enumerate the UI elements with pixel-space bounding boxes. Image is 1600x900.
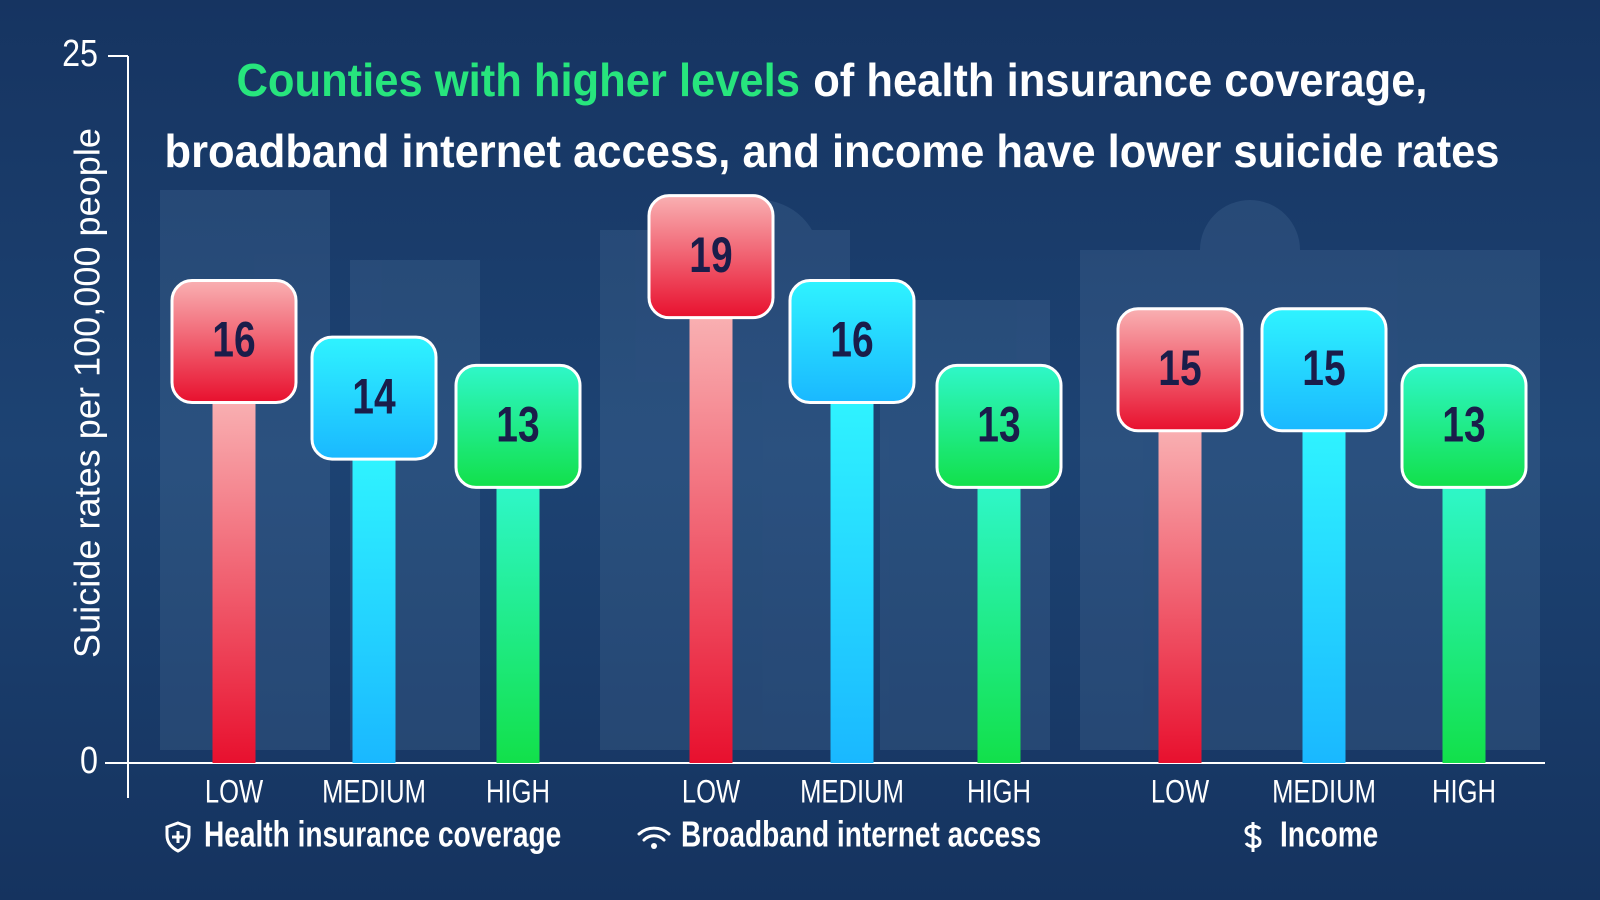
bar-head [647,194,775,320]
bar-head [310,335,438,461]
x-tick-label: HIGH [1432,775,1496,810]
y-tick-label: 0 [80,740,98,782]
shield-cross [172,831,184,843]
bar-stem [212,400,256,763]
x-tick-label: LOW [682,775,741,810]
bar-head [935,363,1063,489]
dollar-icon [1244,822,1262,852]
bar-stem [1158,428,1202,763]
group-label: Income [1280,814,1378,854]
bar-stem [1442,485,1486,763]
bar-head [1400,363,1528,489]
icons [165,821,1262,853]
value-label: 14 [352,368,395,425]
chart-title: Counties with higher levelsof health ins… [237,54,1428,106]
shield-icon [165,821,191,853]
value-label: 13 [496,396,539,453]
value-label: 15 [1158,339,1201,396]
value-label: 19 [689,226,732,283]
group-label: Broadband internet access [681,814,1041,854]
value-label: 13 [977,396,1020,453]
bar-head [454,363,582,489]
wifi-dot [651,843,657,849]
x-tick-label: LOW [205,775,264,810]
x-tick-label: MEDIUM [322,775,426,810]
bar-head [1116,307,1244,433]
group-label: Health insurance coverage [204,814,561,854]
bar-stem [830,400,874,763]
bar-stem [1302,428,1346,763]
value-label: 16 [830,311,873,368]
bar-stem [689,315,733,763]
bar-stem [496,485,540,763]
y-axis-label: Suicide rates per 100,000 people [67,128,108,658]
bar-head [788,279,916,405]
wifi-icon [637,826,671,842]
x-tick-label: HIGH [967,775,1031,810]
bar-stem [352,457,396,763]
x-tick-label: MEDIUM [1272,775,1376,810]
bar-head [170,279,298,405]
value-label: 15 [1302,339,1345,396]
title-line: broadband internet access, and income ha… [165,125,1500,177]
bar-head [1260,307,1388,433]
x-tick-label: LOW [1151,775,1210,810]
value-label: 16 [212,311,255,368]
value-label: 13 [1442,396,1485,453]
x-tick-label: HIGH [486,775,550,810]
bar-stem [977,485,1021,763]
x-tick-label: MEDIUM [800,775,904,810]
y-tick-label: 25 [62,33,98,75]
title-highlight: Counties with higher levels [237,54,800,106]
title-line: of health insurance coverage, [813,54,1427,106]
